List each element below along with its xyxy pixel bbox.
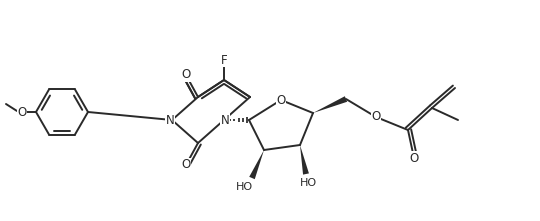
Text: O: O [276,93,286,107]
Text: HO: HO [300,178,316,188]
Text: O: O [372,110,381,124]
Text: F: F [221,53,227,67]
Polygon shape [313,96,347,113]
Text: O: O [409,152,418,164]
Polygon shape [249,150,264,179]
Text: O: O [17,105,26,118]
Text: N: N [221,114,230,126]
Text: O: O [181,158,191,171]
Polygon shape [300,145,309,175]
Text: N: N [166,114,174,126]
Text: HO: HO [235,182,253,192]
Text: O: O [181,69,191,82]
